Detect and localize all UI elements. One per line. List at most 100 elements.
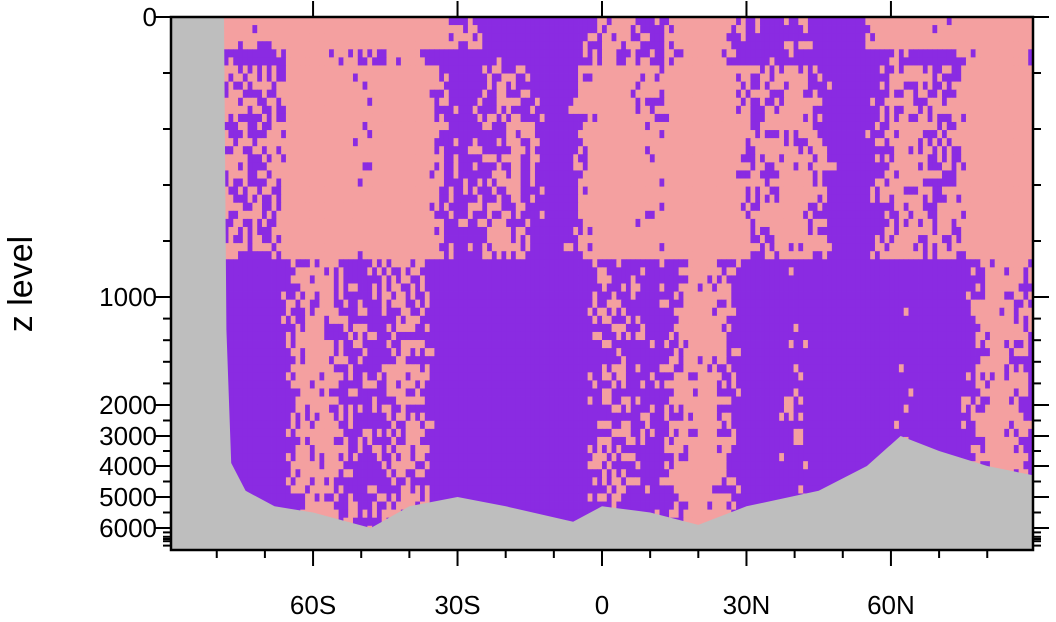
heatmap-cell <box>305 113 311 123</box>
heatmap-cell <box>305 138 311 147</box>
heatmap-cell <box>549 138 555 147</box>
heatmap-cell <box>573 17 579 26</box>
heatmap-cell <box>692 65 699 74</box>
heatmap-cell <box>238 57 244 66</box>
heatmap-cell <box>252 73 258 83</box>
heatmap-cell <box>223 194 229 204</box>
heatmap-cell <box>645 154 651 163</box>
heatmap-cell <box>491 65 498 74</box>
heatmap-cell <box>295 194 301 204</box>
heatmap-cell <box>602 73 608 83</box>
heatmap-cell <box>305 178 311 187</box>
heatmap-cell <box>487 49 493 58</box>
heatmap-cell <box>630 65 636 74</box>
heatmap-cell <box>477 202 483 212</box>
heatmap-cell <box>779 226 785 236</box>
heatmap-cell <box>434 226 440 236</box>
heatmap-cell <box>855 202 861 212</box>
heatmap-cell <box>961 218 967 228</box>
heatmap-cell <box>965 65 972 74</box>
heatmap-cell <box>1028 194 1034 204</box>
heatmap-cell <box>223 146 229 155</box>
heatmap-cell <box>827 226 833 236</box>
heatmap-cell <box>329 121 335 131</box>
heatmap-cell <box>319 170 325 179</box>
heatmap-cell <box>980 170 986 179</box>
heatmap-cell <box>592 210 598 220</box>
heatmap-cell <box>592 41 598 50</box>
heatmap-cell <box>855 146 861 155</box>
heatmap-cell <box>884 170 890 179</box>
heatmap-cell <box>659 105 665 115</box>
heatmap-cell <box>817 138 823 147</box>
heatmap-cell <box>889 65 895 74</box>
heatmap-cell <box>338 65 344 74</box>
heatmap-cell <box>300 105 306 115</box>
heatmap-cell <box>458 105 464 115</box>
heatmap-cell <box>865 130 871 139</box>
heatmap-cell <box>836 186 842 196</box>
heatmap-cell <box>980 89 986 99</box>
heatmap-cell <box>534 194 541 204</box>
heatmap-cell <box>592 97 598 107</box>
heatmap-cell <box>932 113 938 123</box>
heatmap-cell <box>463 226 469 236</box>
heatmap-cell <box>860 17 866 26</box>
heatmap-cell <box>410 49 416 58</box>
heatmap-cell <box>846 178 852 187</box>
heatmap-cell <box>333 33 340 42</box>
heatmap-cell <box>482 186 488 196</box>
heatmap-cell <box>970 57 976 66</box>
heatmap-cell <box>228 154 234 163</box>
heatmap-cell <box>443 170 450 179</box>
heatmap-cell <box>975 49 981 58</box>
heatmap-cell <box>697 154 703 163</box>
heatmap-cell <box>305 194 311 204</box>
heatmap-cell <box>927 130 933 139</box>
heatmap-cell <box>783 210 790 220</box>
heatmap-cell <box>683 162 689 171</box>
heatmap-cell <box>266 178 272 187</box>
heatmap-cell <box>501 65 507 74</box>
heatmap-cell <box>922 25 929 34</box>
heatmap-cell <box>496 186 502 196</box>
heatmap-cell <box>314 226 320 236</box>
heatmap-cell <box>568 194 574 204</box>
heatmap-cell <box>549 121 555 131</box>
heatmap-cell <box>405 65 411 74</box>
heatmap-cell <box>463 41 469 50</box>
heatmap-cell <box>908 202 914 212</box>
heatmap-cell <box>970 97 976 107</box>
heatmap-cell <box>463 170 469 179</box>
heatmap-cell <box>242 25 249 34</box>
heatmap-cell <box>870 162 876 171</box>
heatmap-cell <box>918 162 924 171</box>
heatmap-cell <box>491 81 498 91</box>
heatmap-cell <box>410 57 416 66</box>
heatmap-cell <box>942 218 948 228</box>
heatmap-cell <box>946 65 952 74</box>
heatmap-cell <box>721 218 727 228</box>
heatmap-cell <box>640 89 646 99</box>
heatmap-cell <box>860 33 866 42</box>
heatmap-cell <box>463 154 469 163</box>
heatmap-cell <box>980 130 986 139</box>
heatmap-cell <box>439 154 445 163</box>
heatmap-cell <box>309 170 316 179</box>
heatmap-cell <box>386 17 392 26</box>
heatmap-cell <box>386 65 392 74</box>
heatmap-cell <box>1023 162 1029 171</box>
heatmap-cell <box>515 210 521 220</box>
heatmap-cell <box>716 154 723 163</box>
heatmap-cell <box>736 41 742 50</box>
heatmap-cell <box>568 218 574 228</box>
heatmap-cell <box>520 235 526 244</box>
heatmap-cell <box>376 25 383 34</box>
heatmap-cell <box>846 57 852 66</box>
heatmap-cell <box>429 33 435 42</box>
heatmap-cell <box>740 170 747 179</box>
heatmap-cell <box>889 89 895 99</box>
heatmap-cell <box>549 162 555 171</box>
heatmap-cell <box>683 25 689 34</box>
